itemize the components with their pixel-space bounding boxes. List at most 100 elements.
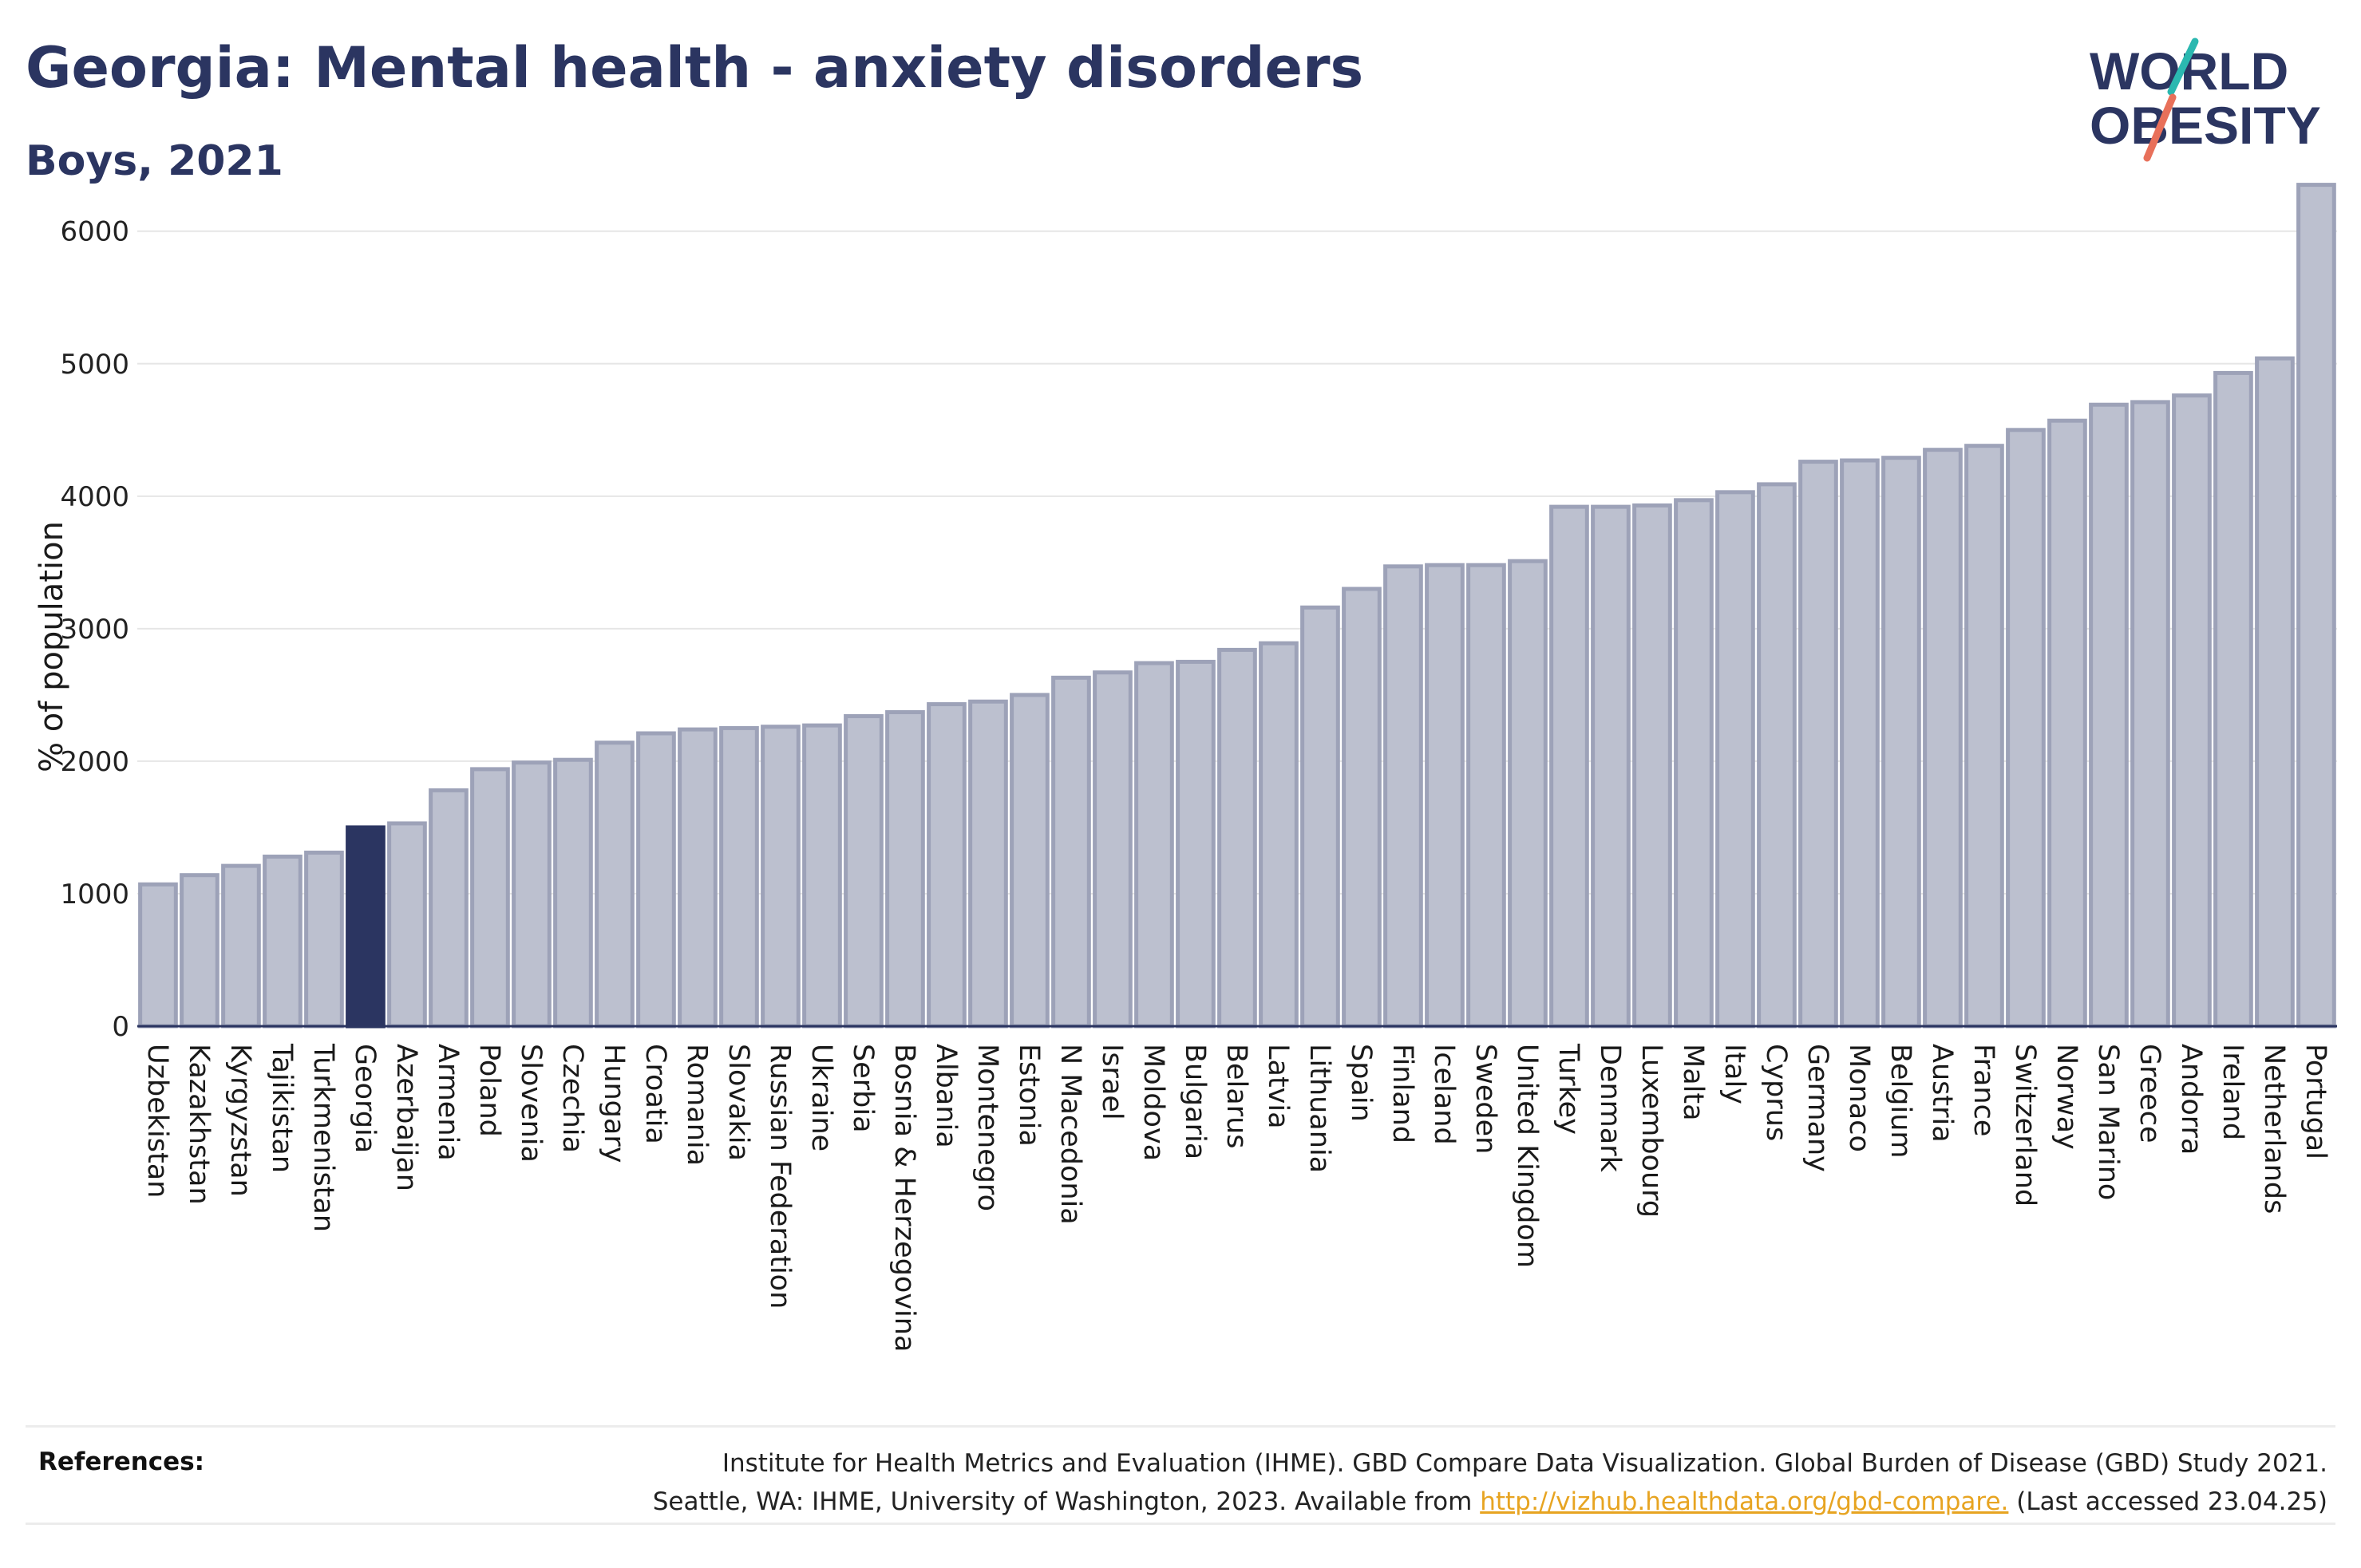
x-tick-label: Poland <box>473 1044 505 1137</box>
x-tick-label: Uzbekistan <box>141 1044 173 1198</box>
bar-georgia[interactable] <box>346 825 386 1029</box>
x-tick-label: Greece <box>2134 1044 2165 1143</box>
y-tick-label: 1000 <box>60 879 129 910</box>
y-axis-label: % of population <box>34 521 70 772</box>
bar-san-marino[interactable] <box>2089 402 2129 1029</box>
x-tick-label: Albania <box>930 1044 962 1148</box>
x-tick-label: Finland <box>1386 1044 1418 1143</box>
bar-israel[interactable] <box>1093 670 1133 1029</box>
bar-norway[interactable] <box>2047 418 2087 1029</box>
bar-estonia[interactable] <box>1010 693 1050 1029</box>
bar-slovenia[interactable] <box>512 760 552 1029</box>
x-tick-label: Norway <box>2051 1044 2082 1150</box>
bar-latvia[interactable] <box>1259 641 1299 1029</box>
bar-czechia[interactable] <box>553 757 593 1029</box>
world-obesity-logo: WORLD OBESITY <box>2090 38 2321 162</box>
bar-montenegro[interactable] <box>968 699 1008 1029</box>
x-tick-label: Israel <box>1096 1044 1128 1120</box>
bar-netherlands[interactable] <box>2255 356 2295 1029</box>
x-tick-label: Italy <box>1718 1044 1750 1104</box>
references-top-rule <box>26 1425 2335 1428</box>
bar-kazakhstan[interactable] <box>180 873 219 1029</box>
x-tick-label: Bulgaria <box>1179 1044 1211 1159</box>
x-tick-label: Moldova <box>1137 1044 1169 1161</box>
bar-cyprus[interactable] <box>1757 482 1797 1029</box>
bar-moldova[interactable] <box>1134 661 1174 1029</box>
bar-n-macedonia[interactable] <box>1051 675 1091 1029</box>
x-tick-label: Netherlands <box>2258 1044 2290 1214</box>
bar-spain[interactable] <box>1342 587 1382 1029</box>
bar-slovakia[interactable] <box>719 725 759 1029</box>
bar-belarus[interactable] <box>1217 647 1257 1029</box>
bar-andorra[interactable] <box>2172 393 2212 1029</box>
bar-denmark[interactable] <box>1591 504 1631 1029</box>
bar-ireland[interactable] <box>2213 370 2253 1029</box>
bar-united-kingdom[interactable] <box>1508 559 1548 1029</box>
x-tick-labels: Uzbekistan Kazakhstan Kyrgyzstan Tajikistan… <box>141 1043 2331 1352</box>
y-tick-label: 0 <box>112 1011 129 1043</box>
x-tick-label: Luxembourg <box>1635 1044 1667 1218</box>
bar-finland[interactable] <box>1383 564 1423 1029</box>
x-tick-label: Slovenia <box>515 1044 547 1163</box>
x-tick-label: Andorra <box>2175 1044 2207 1155</box>
bar-iceland[interactable] <box>1425 563 1465 1029</box>
x-tick-label: Germany <box>1801 1044 1833 1172</box>
bar-hungary[interactable] <box>595 741 635 1029</box>
bar-bulgaria[interactable] <box>1176 659 1216 1029</box>
bar-albania[interactable] <box>927 702 967 1029</box>
y-tick-label: 5000 <box>60 349 129 381</box>
x-tick-label: Slovakia <box>722 1044 754 1161</box>
bar-austria[interactable] <box>1923 448 1963 1029</box>
references-bottom-rule <box>26 1523 2335 1525</box>
reference-link[interactable]: http://vizhub.healthdata.org/gbd-compare… <box>1480 1487 2009 1516</box>
bar-germany[interactable] <box>1798 460 1838 1029</box>
x-tick-label: Ireland <box>2217 1044 2248 1140</box>
reference-line-2-prefix: Seattle, WA: IHME, University of Washing… <box>652 1487 1481 1516</box>
bar-sweden[interactable] <box>1466 563 1506 1029</box>
x-tick-label: Georgia <box>349 1044 381 1153</box>
bar-romania[interactable] <box>678 727 718 1029</box>
references-text: Institute for Health Metrics and Evaluat… <box>571 1444 2327 1521</box>
bar-greece[interactable] <box>2130 400 2170 1029</box>
logo-slash-teal <box>2167 38 2199 96</box>
x-tick-label: Russian Federation <box>764 1044 796 1309</box>
x-tick-label: Bosnia & Herzegovina <box>888 1044 920 1352</box>
x-tick-label: Malta <box>1677 1044 1709 1121</box>
bar-kyrgyzstan[interactable] <box>221 863 261 1029</box>
x-tick-label: Czechia <box>556 1044 588 1153</box>
bar-ukraine[interactable] <box>802 723 842 1029</box>
x-tick-label: Montenegro <box>971 1044 1003 1211</box>
x-tick-label: Belgium <box>1884 1044 1916 1159</box>
bar-portugal[interactable] <box>2296 183 2336 1029</box>
x-tick-label: Armenia <box>432 1044 464 1161</box>
bar-serbia[interactable] <box>844 714 884 1029</box>
reference-line-2: Seattle, WA: IHME, University of Washing… <box>571 1483 2327 1521</box>
x-tick-label: Turkmenistan <box>307 1043 339 1232</box>
bar-chart: 0 1000 2000 3000 4000 5000 6000 Uzbekistan Kaza… <box>34 183 2337 1352</box>
bar-switzerland[interactable] <box>2006 428 2046 1029</box>
bar-luxembourg[interactable] <box>1632 503 1672 1029</box>
bar-france[interactable] <box>1964 444 2004 1029</box>
bar-italy[interactable] <box>1715 490 1755 1029</box>
bar-poland[interactable] <box>470 767 510 1029</box>
bar-turkmenistan[interactable] <box>304 851 344 1029</box>
bar-belgium[interactable] <box>1881 456 1921 1029</box>
bar-tajikistan[interactable] <box>263 855 303 1029</box>
bar-turkey[interactable] <box>1549 504 1589 1029</box>
x-tick-label: Hungary <box>598 1044 630 1163</box>
bars <box>138 183 2336 1029</box>
x-tick-label: Iceland <box>1428 1044 1460 1145</box>
logo-text-obesity: OBESITY <box>2090 96 2321 155</box>
x-tick-label: Monaco <box>1843 1044 1875 1152</box>
bar-russian-federation[interactable] <box>761 725 801 1029</box>
bar-uzbekistan[interactable] <box>138 882 178 1029</box>
bar-croatia[interactable] <box>636 731 676 1029</box>
bar-monaco[interactable] <box>1840 458 1880 1029</box>
references-label: References: <box>38 1448 205 1476</box>
x-tick-label: United Kingdom <box>1511 1044 1543 1268</box>
bar-bosnia-herzegovina[interactable] <box>885 710 925 1029</box>
bar-lithuania[interactable] <box>1300 605 1340 1029</box>
bar-azerbaijan[interactable] <box>387 821 427 1029</box>
bar-armenia[interactable] <box>429 788 469 1029</box>
bar-malta[interactable] <box>1674 498 1714 1029</box>
